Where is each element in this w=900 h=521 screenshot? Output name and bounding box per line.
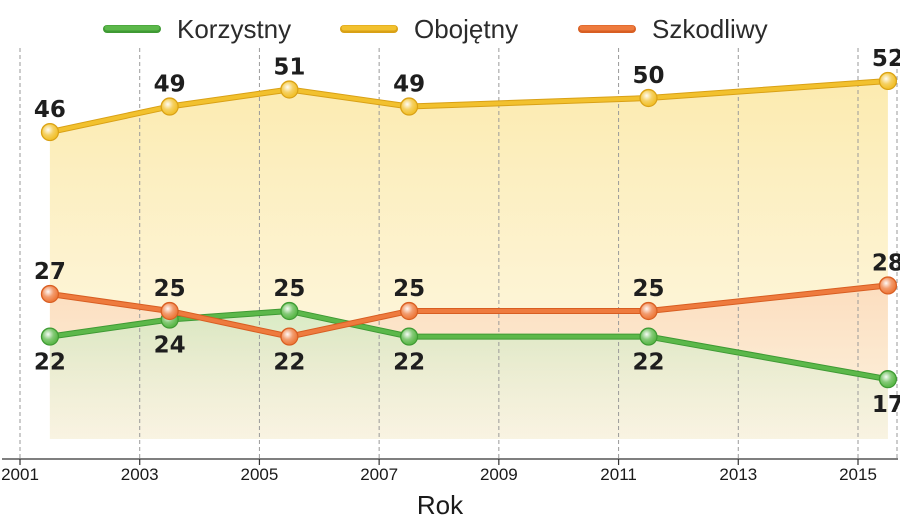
vertical-gridlines bbox=[19, 48, 898, 459]
area-fills bbox=[49, 81, 888, 439]
marker-obojetny-1 bbox=[160, 97, 179, 116]
x-tick-label-2009: 2009 bbox=[480, 465, 518, 484]
x-tick-label-2011: 2011 bbox=[600, 465, 637, 484]
x-tick-label-2007: 2007 bbox=[360, 465, 398, 484]
data-label-obojetny-2: 51 bbox=[273, 54, 305, 80]
data-label-szkodliwy-5: 28 bbox=[872, 250, 900, 276]
series-lines bbox=[46, 78, 891, 383]
data-label-korzystny-5: 17 bbox=[872, 392, 900, 418]
x-tick-label-2005: 2005 bbox=[241, 465, 279, 484]
data-label-obojetny-3: 49 bbox=[393, 72, 425, 98]
series-line-obojetny bbox=[47, 79, 890, 135]
marker-szkodliwy-2 bbox=[280, 327, 299, 346]
data-label-korzystny-3: 22 bbox=[393, 350, 425, 376]
x-tick-label-2013: 2013 bbox=[719, 465, 757, 484]
marker-szkodliwy-3 bbox=[399, 301, 419, 321]
marker-obojetny-4 bbox=[639, 88, 658, 108]
marker-obojetny-5 bbox=[878, 71, 898, 91]
marker-korzystny-0 bbox=[40, 327, 60, 346]
data-label-korzystny-2: 25 bbox=[273, 276, 305, 302]
data-label-szkodliwy-0: 27 bbox=[34, 259, 66, 285]
series-line-szkodliwy bbox=[47, 283, 890, 339]
marker-korzystny-5 bbox=[878, 370, 898, 389]
data-label-obojetny-4: 50 bbox=[632, 63, 664, 89]
x-axis: 2001 2003 2005 2007 2009 2011 2013 2015 bbox=[1, 458, 898, 484]
legend-item-szkodliwy: Szkodliwy bbox=[578, 14, 768, 44]
marker-szkodliwy-0 bbox=[40, 284, 60, 304]
marker-korzystny-4 bbox=[639, 327, 658, 346]
marker-szkodliwy-5 bbox=[878, 276, 898, 295]
data-label-obojetny-5: 52 bbox=[872, 46, 900, 72]
marker-obojetny-0 bbox=[40, 122, 60, 142]
legend-item-obojetny: Obojętny bbox=[340, 14, 518, 44]
marker-korzystny-2 bbox=[280, 301, 299, 321]
x-tick-label-2003: 2003 bbox=[121, 465, 159, 484]
data-label-szkodliwy-2: 22 bbox=[273, 350, 305, 376]
data-labels: 22 24 25 22 22 17 46 49 51 49 50 52 27 25 22 25 25 28 bbox=[34, 46, 900, 418]
data-label-szkodliwy-4: 25 bbox=[632, 276, 664, 302]
data-label-obojetny-0: 46 bbox=[34, 97, 66, 123]
data-label-korzystny-0: 22 bbox=[34, 350, 66, 376]
x-tick-label-2015: 2015 bbox=[839, 465, 877, 484]
marker-obojetny-2 bbox=[280, 80, 299, 99]
data-label-szkodliwy-3: 25 bbox=[393, 276, 425, 302]
legend-item-korzystny: Korzystny bbox=[103, 14, 291, 44]
data-label-korzystny-4: 22 bbox=[632, 350, 664, 376]
legend-label-korzystny: Korzystny bbox=[177, 14, 291, 44]
legend-label-szkodliwy: Szkodliwy bbox=[652, 14, 768, 44]
marker-korzystny-3 bbox=[399, 327, 419, 346]
x-axis-title: Rok bbox=[417, 490, 464, 520]
marker-szkodliwy-1 bbox=[160, 301, 179, 321]
data-label-szkodliwy-1: 25 bbox=[154, 276, 186, 302]
series-markers bbox=[40, 71, 898, 389]
marker-obojetny-3 bbox=[399, 97, 419, 116]
x-tick-label-2001: 2001 bbox=[1, 465, 39, 484]
marker-szkodliwy-4 bbox=[639, 301, 658, 321]
data-label-obojetny-1: 49 bbox=[154, 72, 186, 98]
data-label-korzystny-1: 24 bbox=[154, 333, 186, 359]
legend: Korzystny Obojętny Szkodliwy bbox=[103, 14, 768, 44]
legend-label-obojetny: Obojętny bbox=[414, 14, 518, 44]
